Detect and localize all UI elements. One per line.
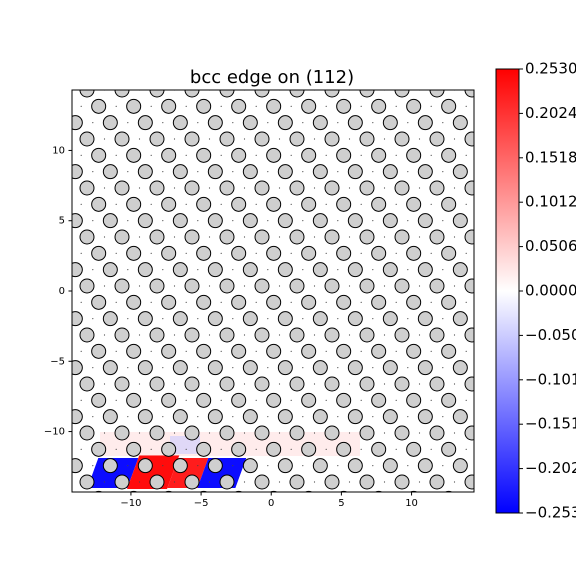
colorbar-tick-label: 0.1518 <box>525 148 576 166</box>
y-tick-label: 5 <box>59 216 65 227</box>
colorbar-tick-label: 0.2024 <box>525 104 576 122</box>
plot-area <box>72 90 474 492</box>
colorbar-tick-label: −0.0506 <box>525 326 576 344</box>
colorbar-tick-label: −0.2530 <box>525 504 576 522</box>
colorbar-tick-label: −0.1012 <box>525 370 576 388</box>
colorbar-tick-label: 0.1012 <box>525 193 576 211</box>
y-tick-label: −5 <box>50 356 65 367</box>
colorbar-tick-label: −0.1518 <box>525 415 576 433</box>
colorbar <box>495 68 520 514</box>
x-tick-label: 5 <box>338 498 344 509</box>
x-tick-label: −5 <box>194 498 209 509</box>
colorbar-tick-label: 0.0506 <box>525 237 576 255</box>
chart-title: bcc edge on (112) <box>190 67 354 88</box>
colorbar-tick-label: 0.0000 <box>525 282 576 300</box>
x-tick-label: −10 <box>120 498 141 509</box>
colorbar-tick-label: −0.2024 <box>525 459 576 477</box>
x-tick-label: 10 <box>405 498 418 509</box>
y-tick-label: 10 <box>52 145 65 156</box>
y-tick-label: 0 <box>59 286 65 297</box>
y-tick-label: −10 <box>44 427 65 438</box>
colorbar-tick-label: 0.2530 <box>525 60 576 78</box>
x-tick-label: 0 <box>268 498 274 509</box>
